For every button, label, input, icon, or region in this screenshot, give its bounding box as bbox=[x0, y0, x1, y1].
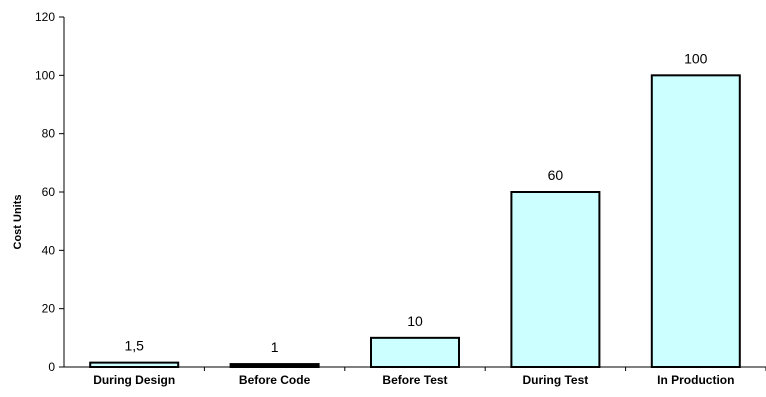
y-tick-label: 80 bbox=[42, 127, 56, 141]
y-tick-label: 120 bbox=[35, 10, 55, 24]
data-label: 10 bbox=[407, 313, 423, 329]
bar-during-test bbox=[510, 191, 601, 368]
y-tick-label: 20 bbox=[42, 302, 56, 316]
y-axis-label: Cost Units bbox=[12, 195, 24, 250]
data-label: 60 bbox=[548, 167, 564, 183]
bar-before-test bbox=[370, 336, 460, 369]
y-tick-label: 60 bbox=[42, 185, 56, 199]
bar-during-design bbox=[89, 361, 180, 368]
x-tick-label: Before Code bbox=[239, 373, 311, 387]
y-tick-label: 0 bbox=[48, 360, 55, 374]
data-label: 1 bbox=[271, 339, 279, 355]
y-tick-label: 100 bbox=[35, 68, 55, 82]
data-label: 1,5 bbox=[124, 338, 144, 354]
data-label: 100 bbox=[684, 50, 708, 66]
x-tick-label: During Test bbox=[523, 373, 589, 387]
x-tick-label: During Design bbox=[93, 373, 175, 387]
x-tick-label: Before Test bbox=[382, 373, 447, 387]
x-tick-label: In Production bbox=[657, 373, 734, 387]
bar-before-code bbox=[229, 363, 320, 369]
y-tick-label: 40 bbox=[42, 243, 56, 257]
bar-in-production bbox=[650, 74, 741, 368]
